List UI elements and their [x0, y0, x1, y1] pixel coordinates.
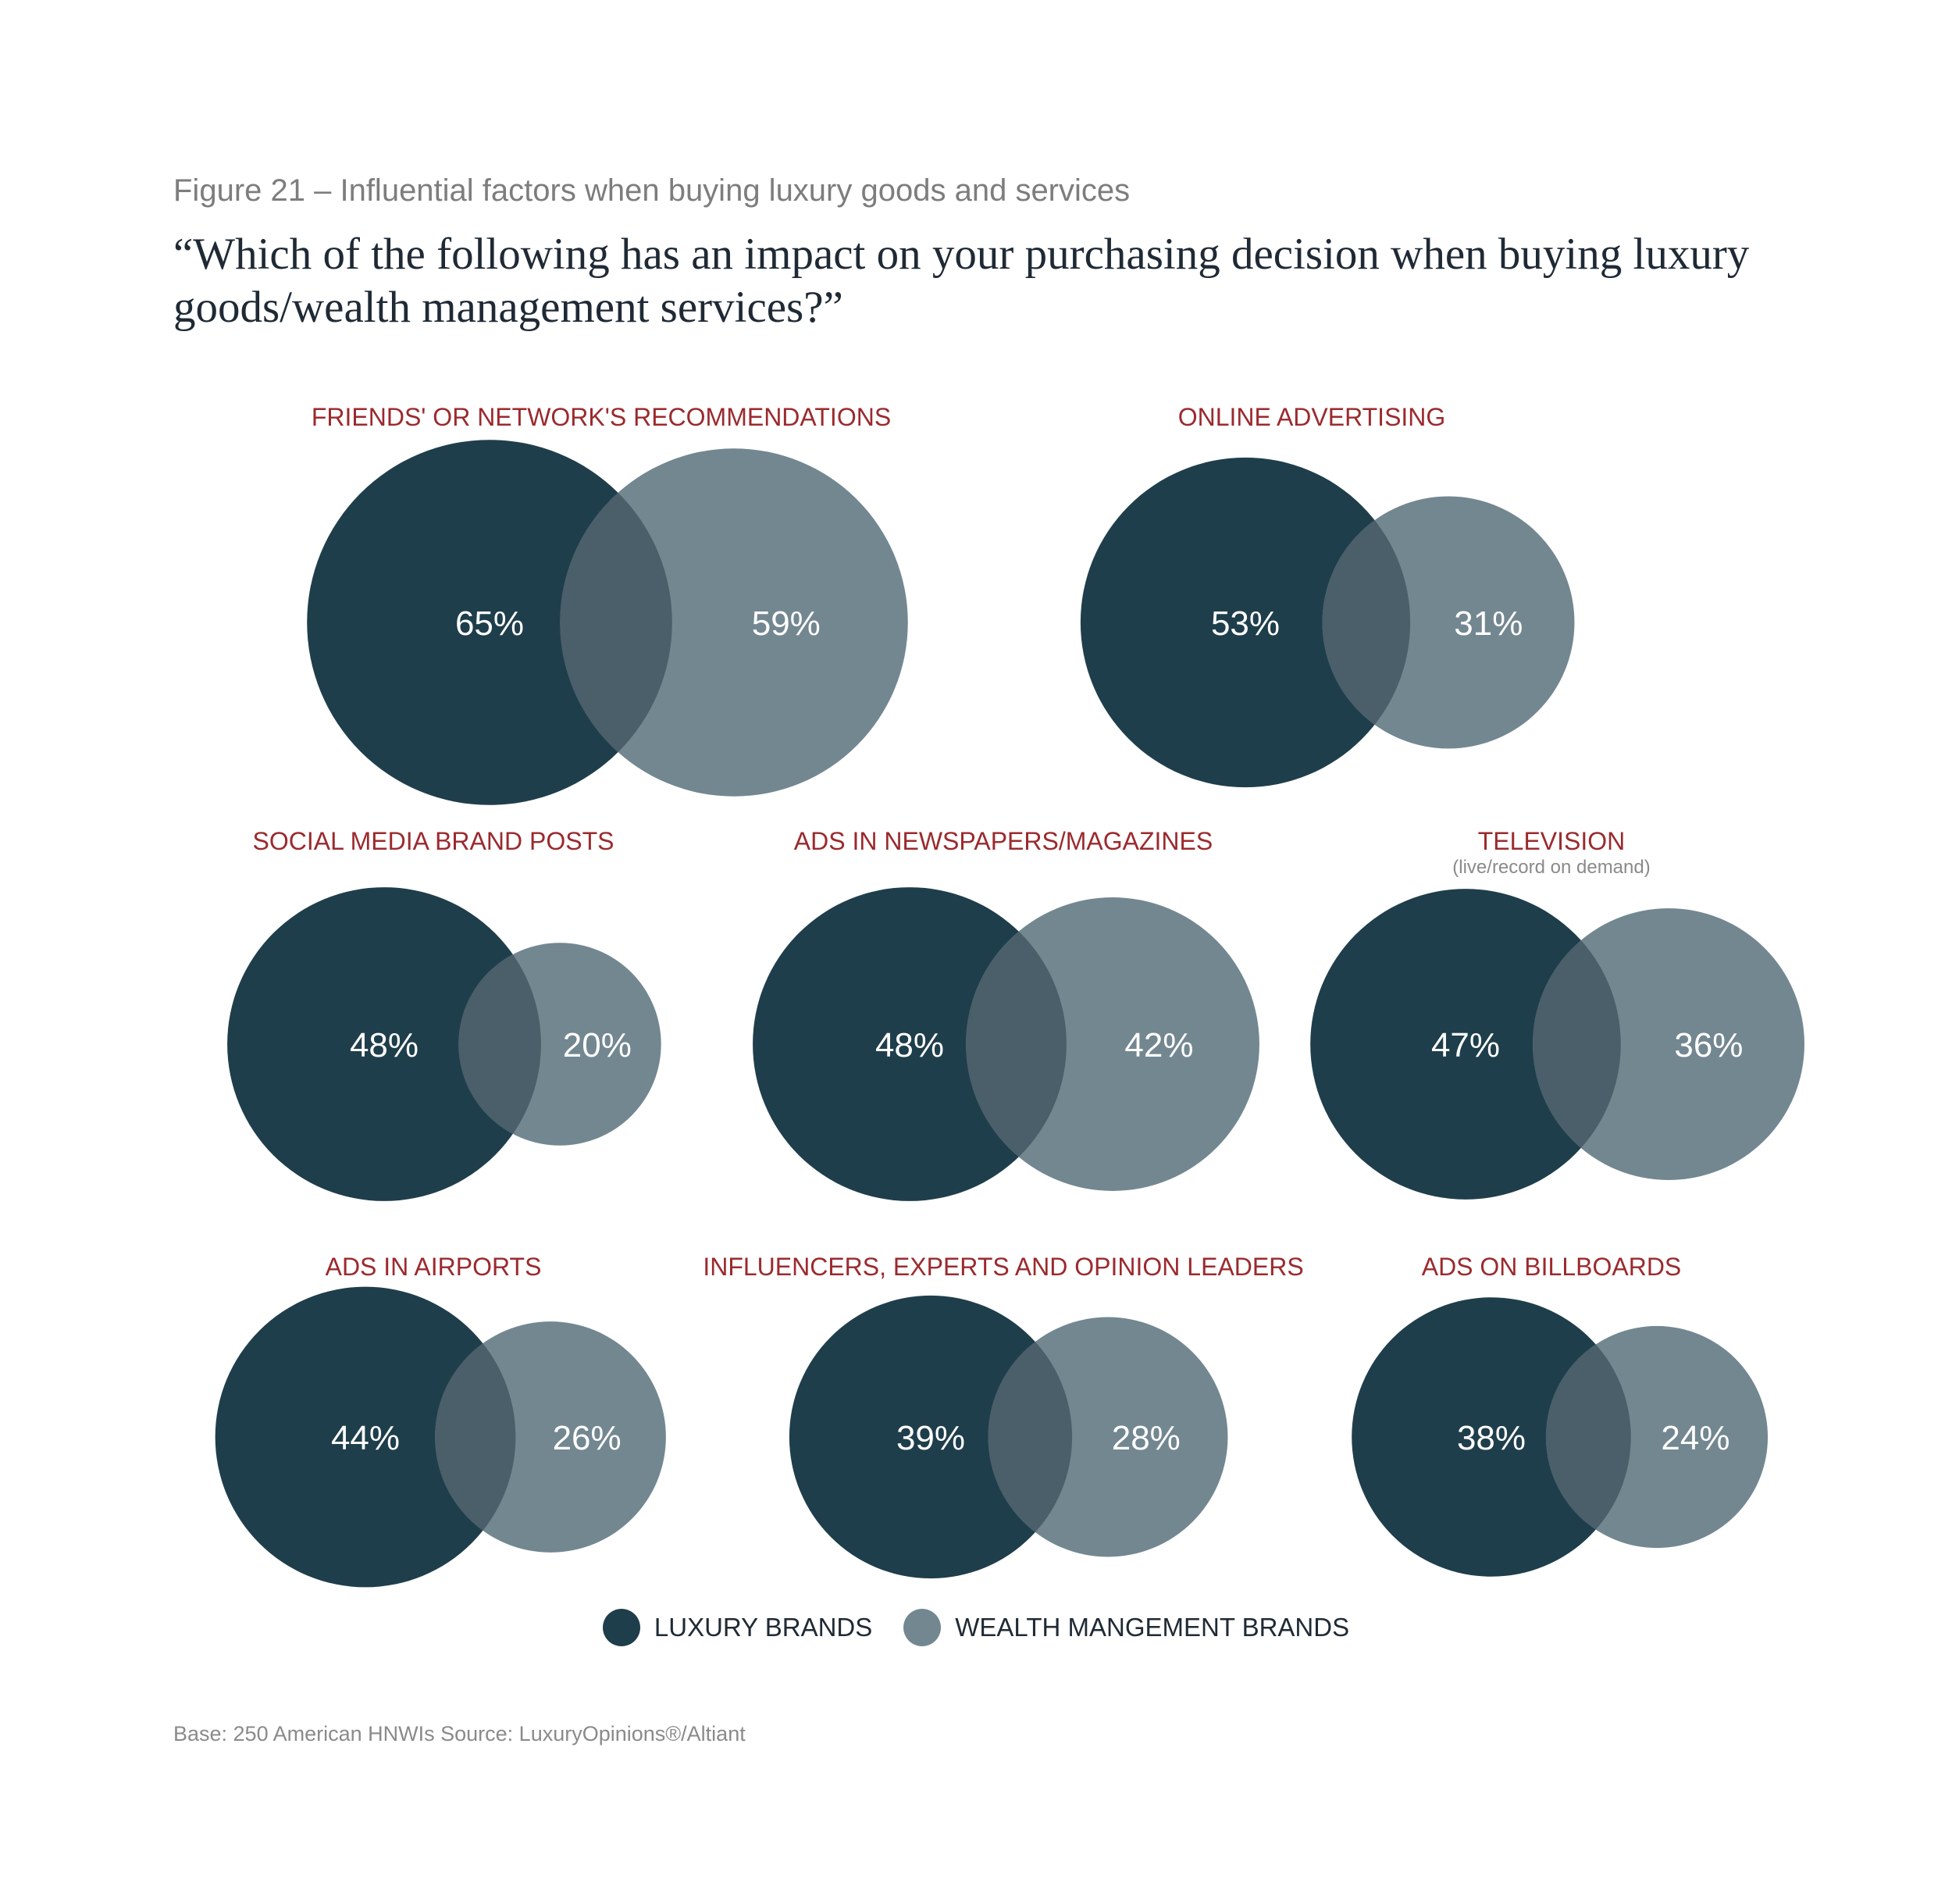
luxury-bubble: [1352, 1297, 1631, 1577]
category-title: ADS IN AIRPORTS: [326, 1253, 542, 1281]
category-group: ONLINE ADVERTISING 53% 31%: [1080, 403, 1575, 788]
overlap-lens: [1545, 1325, 1631, 1549]
wealth-value-label: 24%: [1661, 1419, 1729, 1457]
wealth-value-label: 36%: [1674, 1026, 1743, 1064]
luxury-swatch-icon: [602, 1609, 640, 1646]
overlap-lens: [1533, 908, 1621, 1180]
wealth-value-label: 42%: [1124, 1026, 1193, 1064]
luxury-bubble: [307, 440, 672, 805]
category-group: ADS IN NEWSPAPERS/MAGAZINES 48% 42%: [753, 827, 1259, 1201]
legend-wealth-label: WEALTH MANGEMENT BRANDS: [955, 1613, 1350, 1642]
overlap-lens: [435, 1321, 516, 1553]
luxury-value-label: 48%: [875, 1026, 944, 1064]
luxury-value-label: 48%: [350, 1026, 419, 1064]
overlap-lens: [458, 943, 541, 1146]
overlap-lens: [1322, 496, 1411, 749]
category-title: ADS IN NEWSPAPERS/MAGAZINES: [794, 827, 1213, 855]
category-subtitle: (live/record on demand): [1452, 857, 1650, 878]
luxury-value-label: 39%: [896, 1419, 965, 1457]
survey-question: “Which of the following has an impact on…: [173, 230, 1750, 332]
wealth-value-label: 28%: [1112, 1419, 1181, 1457]
luxury-bubble: [753, 887, 1067, 1201]
luxury-bubble: [1310, 889, 1621, 1200]
legend-item-wealth: WEALTH MANGEMENT BRANDS: [903, 1609, 1349, 1646]
overlap-lens: [988, 1317, 1073, 1557]
luxury-value-label: 47%: [1431, 1026, 1500, 1064]
wealth-swatch-icon: [903, 1609, 942, 1646]
category-group: INFLUENCERS, EXPERTS AND OPINION LEADERS…: [703, 1253, 1304, 1579]
category-title: FRIENDS' OR NETWORK'S RECOMMENDATIONS: [312, 403, 891, 431]
luxury-bubble: [215, 1286, 516, 1588]
category-title: INFLUENCERS, EXPERTS AND OPINION LEADERS: [703, 1253, 1303, 1281]
category-title: ADS ON BILLBOARDS: [1422, 1253, 1682, 1281]
overlap-lens: [966, 897, 1067, 1191]
category-group: SOCIAL MEDIA BRAND POSTS 48% 20%: [227, 827, 661, 1201]
category-title: TELEVISION: [1478, 827, 1626, 855]
category-title: ONLINE ADVERTISING: [1178, 403, 1446, 431]
luxury-bubble: [1080, 457, 1411, 788]
luxury-value-label: 44%: [331, 1419, 400, 1457]
category-group: FRIENDS' OR NETWORK'S RECOMMENDATIONS 65%…: [307, 403, 908, 805]
luxury-bubble: [789, 1295, 1073, 1579]
wealth-value-label: 20%: [563, 1026, 632, 1064]
legend-item-luxury: LUXURY BRANDS: [602, 1609, 873, 1646]
category-title: SOCIAL MEDIA BRAND POSTS: [253, 827, 614, 855]
luxury-value-label: 65%: [455, 604, 524, 643]
category-group: ADS ON BILLBOARDS 38% 24%: [1352, 1253, 1769, 1577]
wealth-value-label: 31%: [1454, 604, 1523, 643]
figure-label: Figure 21 – Influential factors when buy…: [173, 173, 1131, 208]
overlap-lens: [560, 448, 672, 797]
source-footnote: Base: 250 American HNWIs Source: LuxuryO…: [173, 1722, 746, 1745]
wealth-value-label: 26%: [553, 1419, 622, 1457]
luxury-value-label: 38%: [1457, 1419, 1526, 1457]
legend: LUXURY BRANDS WEALTH MANGEMENT BRANDS: [0, 1609, 1952, 1646]
luxury-value-label: 53%: [1211, 604, 1280, 643]
category-group: ADS IN AIRPORTS 44% 26%: [215, 1253, 666, 1588]
legend-luxury-label: LUXURY BRANDS: [654, 1613, 873, 1642]
category-group: TELEVISION(live/record on demand) 47% 36%: [1310, 827, 1804, 1200]
luxury-bubble: [227, 887, 541, 1201]
wealth-value-label: 59%: [752, 604, 821, 643]
